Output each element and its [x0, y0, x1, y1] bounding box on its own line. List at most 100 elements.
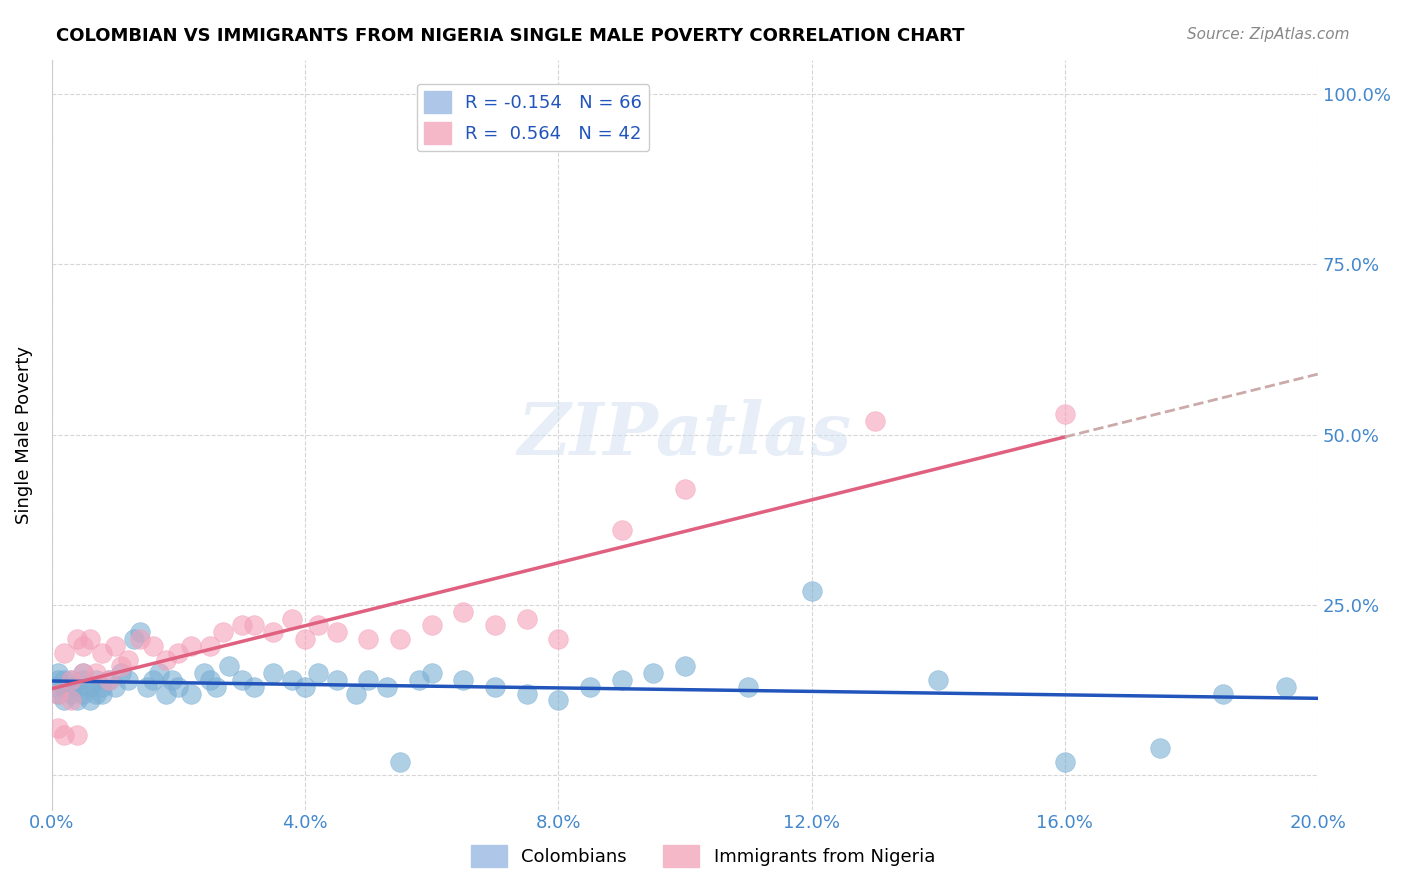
Point — [155, 652, 177, 666]
Point — [53, 646, 76, 660]
Point — [84, 666, 107, 681]
Point — [129, 632, 152, 646]
Point — [110, 659, 132, 673]
Point — [53, 680, 76, 694]
Point — [180, 639, 202, 653]
Point — [484, 618, 506, 632]
Point — [307, 618, 329, 632]
Point — [46, 673, 69, 687]
Point — [117, 673, 139, 687]
Text: COLOMBIAN VS IMMIGRANTS FROM NIGERIA SINGLE MALE POVERTY CORRELATION CHART: COLOMBIAN VS IMMIGRANTS FROM NIGERIA SIN… — [56, 27, 965, 45]
Point — [148, 666, 170, 681]
Point — [66, 680, 89, 694]
Point — [72, 687, 94, 701]
Legend: Colombians, Immigrants from Nigeria: Colombians, Immigrants from Nigeria — [464, 838, 942, 874]
Point — [547, 693, 569, 707]
Point — [927, 673, 949, 687]
Point — [516, 687, 538, 701]
Point — [243, 680, 266, 694]
Point — [357, 632, 380, 646]
Point — [167, 680, 190, 694]
Point — [262, 625, 284, 640]
Point — [420, 618, 443, 632]
Point — [46, 666, 69, 681]
Point — [97, 673, 120, 687]
Point — [262, 666, 284, 681]
Point — [610, 673, 633, 687]
Point — [97, 673, 120, 687]
Point — [205, 680, 228, 694]
Point — [673, 659, 696, 673]
Point — [180, 687, 202, 701]
Point — [91, 687, 114, 701]
Point — [243, 618, 266, 632]
Point — [72, 666, 94, 681]
Point — [72, 673, 94, 687]
Point — [325, 673, 347, 687]
Point — [1275, 680, 1298, 694]
Point — [167, 646, 190, 660]
Point — [117, 652, 139, 666]
Point — [673, 482, 696, 496]
Point — [547, 632, 569, 646]
Point — [453, 673, 475, 687]
Point — [375, 680, 398, 694]
Point — [59, 673, 82, 687]
Point — [484, 680, 506, 694]
Point — [218, 659, 240, 673]
Text: ZIPatlas: ZIPatlas — [517, 399, 852, 470]
Point — [193, 666, 215, 681]
Point — [53, 673, 76, 687]
Point — [122, 632, 145, 646]
Point — [59, 680, 82, 694]
Point — [388, 755, 411, 769]
Point — [84, 687, 107, 701]
Point — [79, 693, 101, 707]
Y-axis label: Single Male Poverty: Single Male Poverty — [15, 345, 32, 524]
Point — [294, 680, 316, 694]
Point — [66, 632, 89, 646]
Point — [41, 680, 63, 694]
Point — [420, 666, 443, 681]
Point — [53, 727, 76, 741]
Legend: R = -0.154   N = 66, R =  0.564   N = 42: R = -0.154 N = 66, R = 0.564 N = 42 — [416, 84, 650, 151]
Point — [281, 673, 304, 687]
Point — [59, 693, 82, 707]
Point — [231, 618, 253, 632]
Point — [863, 414, 886, 428]
Point — [307, 666, 329, 681]
Point — [91, 680, 114, 694]
Point — [129, 625, 152, 640]
Point — [72, 639, 94, 653]
Point — [453, 605, 475, 619]
Point — [1053, 755, 1076, 769]
Point — [104, 680, 127, 694]
Point — [737, 680, 759, 694]
Point — [142, 673, 165, 687]
Point — [1053, 407, 1076, 421]
Point — [46, 687, 69, 701]
Point — [408, 673, 430, 687]
Point — [211, 625, 233, 640]
Point — [46, 687, 69, 701]
Point — [344, 687, 367, 701]
Point — [135, 680, 157, 694]
Point — [66, 693, 89, 707]
Point — [643, 666, 665, 681]
Point — [1212, 687, 1234, 701]
Text: Source: ZipAtlas.com: Source: ZipAtlas.com — [1187, 27, 1350, 42]
Point — [281, 612, 304, 626]
Point — [79, 680, 101, 694]
Point — [59, 687, 82, 701]
Point — [160, 673, 183, 687]
Point — [294, 632, 316, 646]
Point — [104, 639, 127, 653]
Point — [142, 639, 165, 653]
Point — [1149, 741, 1171, 756]
Point — [610, 523, 633, 537]
Point — [516, 612, 538, 626]
Point — [110, 666, 132, 681]
Point — [72, 666, 94, 681]
Point — [66, 727, 89, 741]
Point — [231, 673, 253, 687]
